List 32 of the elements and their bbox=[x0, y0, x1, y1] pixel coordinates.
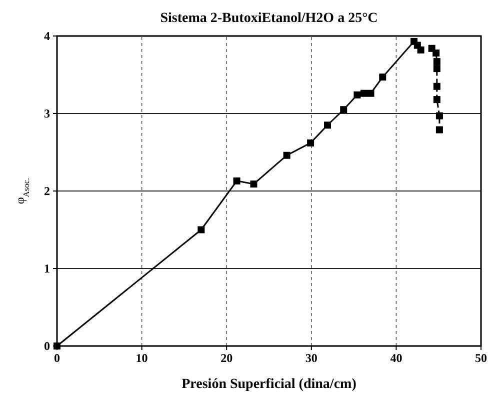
point bbox=[250, 180, 258, 188]
point bbox=[340, 106, 348, 114]
point bbox=[433, 96, 440, 104]
point bbox=[436, 112, 443, 120]
x-tick-label: 50 bbox=[475, 351, 487, 365]
y-tick-label: 1 bbox=[44, 262, 50, 276]
y-tick-label: 0 bbox=[44, 339, 50, 353]
point bbox=[436, 126, 443, 134]
point bbox=[417, 46, 424, 54]
x-tick-label: 20 bbox=[220, 351, 233, 365]
y-tick-label: 2 bbox=[44, 184, 50, 198]
x-tick-label: 0 bbox=[54, 351, 60, 365]
point bbox=[283, 152, 290, 159]
point bbox=[432, 50, 440, 57]
x-tick-label: 10 bbox=[136, 351, 148, 365]
point bbox=[307, 139, 314, 146]
point bbox=[433, 58, 440, 66]
point bbox=[354, 91, 361, 98]
y-tick-label: 4 bbox=[44, 29, 50, 43]
x-tick-label: 40 bbox=[390, 351, 402, 365]
chart-title: Sistema 2-ButoxiEtanol/H2O a 25°C bbox=[160, 11, 378, 26]
point bbox=[360, 90, 368, 97]
point bbox=[379, 74, 386, 81]
point bbox=[367, 90, 374, 97]
point bbox=[433, 82, 440, 90]
y-tick-label: 3 bbox=[44, 106, 50, 120]
point bbox=[433, 65, 440, 72]
x-tick-label: 30 bbox=[305, 351, 318, 365]
point bbox=[324, 122, 332, 129]
x-axis-title: Presión Superficial (dina/cm) bbox=[182, 377, 357, 392]
point bbox=[233, 177, 240, 184]
point bbox=[198, 226, 205, 234]
